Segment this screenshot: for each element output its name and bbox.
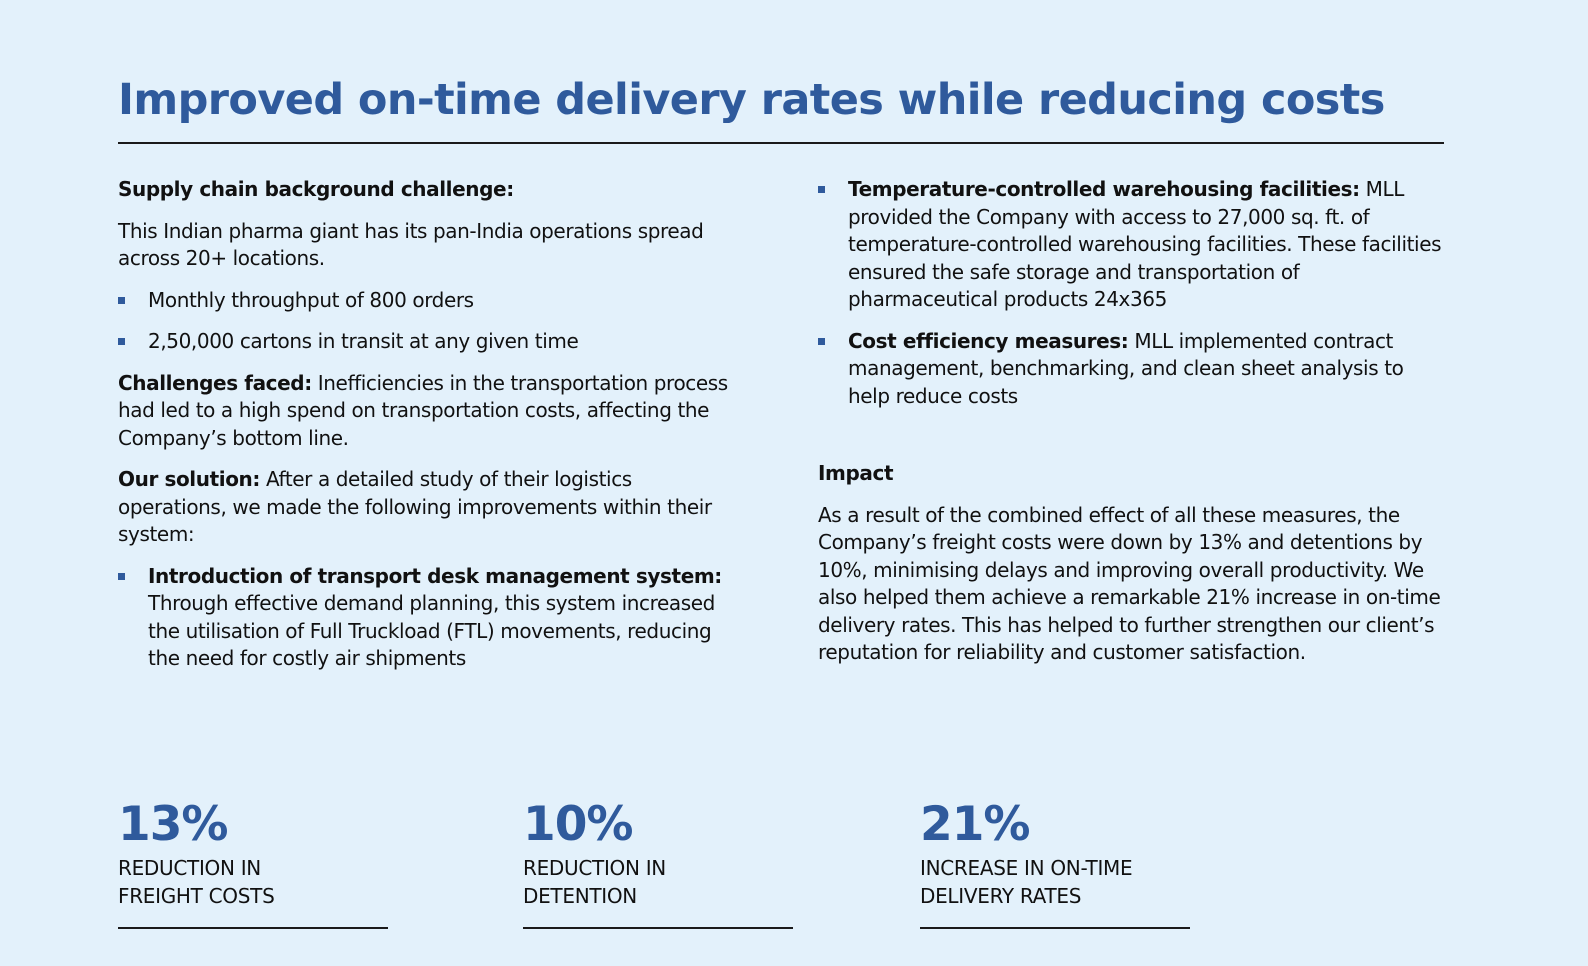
stat-label: REDUCTION IN FREIGHT COSTS	[118, 856, 275, 908]
stat-divider	[523, 927, 793, 929]
challenges-label: Challenges faced:	[118, 370, 312, 395]
page-title: Improved on-time delivery rates while re…	[118, 75, 1385, 125]
bullet-square-icon	[818, 186, 825, 193]
bullet-square-icon	[118, 338, 125, 345]
stat-divider	[118, 927, 388, 929]
list-item: Cost efficiency measures: MLL implemente…	[818, 328, 1444, 411]
list-item: Introduction of transport desk managemen…	[118, 563, 738, 673]
solution-text: After a detailed study of their logistic…	[118, 467, 712, 546]
improvement-text: Through effective demand planning, this …	[148, 591, 715, 670]
fact-text: 2,50,000 cartons in transit at any given…	[148, 329, 579, 353]
background-heading: Supply chain background challenge:	[118, 177, 514, 201]
stats-row: 13% REDUCTION IN FREIGHT COSTS 10% REDUC…	[118, 795, 1218, 935]
list-item: 2,50,000 cartons in transit at any given…	[118, 328, 738, 356]
improvements-list-left: Introduction of transport desk managemen…	[118, 563, 738, 673]
solution-paragraph: Our solution: After a detailed study of …	[118, 466, 738, 549]
stat-value: 10%	[523, 797, 634, 852]
left-column: Supply chain background challenge: This …	[118, 176, 738, 687]
bullet-square-icon	[118, 296, 125, 304]
stat-value: 13%	[118, 797, 229, 852]
impact-heading: Impact	[818, 461, 894, 485]
fact-text: Monthly throughput of 800 orders	[148, 287, 474, 312]
bullet-square-icon	[818, 337, 825, 345]
improvement-label: Cost efficiency measures:	[848, 328, 1129, 353]
challenges-text: Inefficiencies in the transportation pro…	[118, 370, 728, 450]
improvement-label: Introduction of transport desk managemen…	[148, 563, 722, 588]
improvement-label: Temperature-controlled warehousing facil…	[848, 177, 1360, 201]
solution-label: Our solution:	[118, 467, 260, 491]
right-column: Temperature-controlled warehousing facil…	[818, 176, 1444, 681]
bullet-square-icon	[118, 572, 125, 580]
stat-on-time-delivery: 21% INCREASE IN ON-TIME DELIVERY RATES	[920, 795, 1190, 929]
stat-divider	[920, 927, 1190, 929]
stat-value: 21%	[920, 797, 1031, 852]
list-item: Monthly throughput of 800 orders	[118, 287, 738, 315]
impact-section: Impact As a result of the combined effec…	[818, 460, 1444, 667]
case-study-page: Improved on-time delivery rates while re…	[118, 72, 1444, 704]
improvement-text: MLL provided the Company with access to …	[848, 177, 1442, 311]
list-item: Temperature-controlled warehousing facil…	[818, 176, 1444, 314]
challenges-paragraph: Challenges faced: Inefficiencies in the …	[118, 370, 738, 453]
background-intro: This Indian pharma giant has its pan-Ind…	[118, 218, 704, 271]
stat-freight-costs: 13% REDUCTION IN FREIGHT COSTS	[118, 795, 388, 929]
stat-detention: 10% REDUCTION IN DETENTION	[523, 795, 793, 929]
stat-label: INCREASE IN ON-TIME DELIVERY RATES	[920, 856, 1133, 908]
impact-text: As a result of the combined effect of al…	[818, 502, 1441, 665]
improvements-list-right: Temperature-controlled warehousing facil…	[818, 176, 1444, 410]
facts-list: Monthly throughput of 800 orders 2,50,00…	[118, 287, 738, 356]
improvement-text: MLL implemented contract management, ben…	[848, 328, 1404, 408]
stat-label: REDUCTION IN DETENTION	[523, 856, 666, 908]
content-columns: Supply chain background challenge: This …	[118, 144, 1444, 704]
title-divider	[118, 142, 1444, 144]
